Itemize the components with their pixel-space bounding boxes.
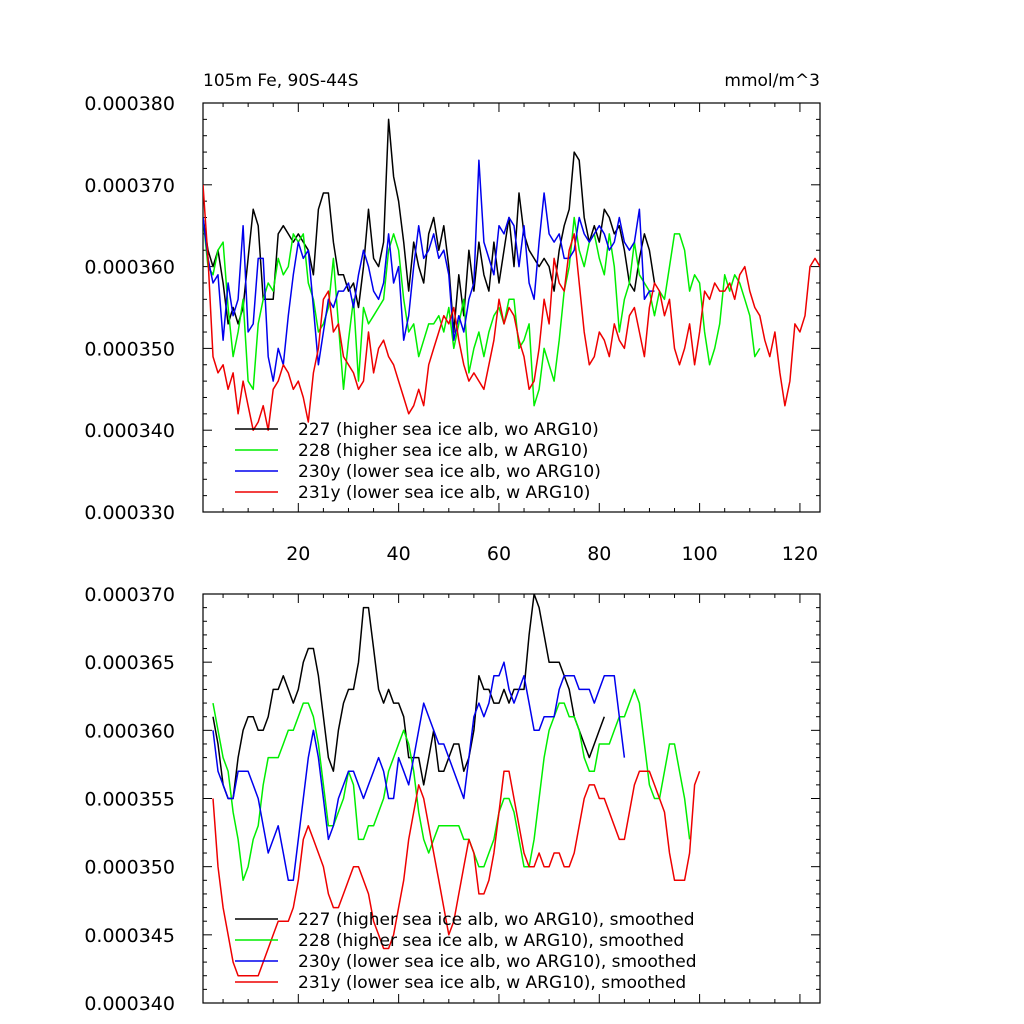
y-tick-label: 0.000360 [84,720,175,742]
y-tick-label: 0.000370 [84,175,175,197]
x-tick-label: 120 [782,543,818,565]
legend-label-231y: 231y (lower sea ice alb, w ARG10), smoot… [298,973,686,993]
x-tick-label: 40 [387,543,411,565]
panel-title-left: 105m Fe, 90S-44S [203,71,359,91]
legend-label-230y: 230y (lower sea ice alb, wo ARG10) [298,462,601,482]
x-tick-label: 20 [286,543,310,565]
x-tick-label: 80 [587,543,611,565]
series-line-228 [212,688,691,882]
y-tick-label: 0.000355 [84,789,175,811]
panel-title-units: mmol/m^3 [724,71,820,91]
series-line-231y [212,770,701,977]
y-tick-label: 0.000365 [84,652,175,674]
y-tick-label: 0.000370 [84,584,175,606]
series-group [212,594,701,977]
legend-label-228: 228 (higher sea ice alb, w ARG10), smoot… [298,931,684,951]
series-line-231y [203,184,820,431]
legend-label-228: 228 (higher sea ice alb, w ARG10) [298,441,588,461]
y-tick-label: 0.000360 [84,257,175,279]
y-tick-label: 0.000340 [84,993,175,1015]
y-tick-label: 0.000380 [84,93,175,115]
y-tick-label: 0.000340 [84,420,175,442]
series-line-230y [203,159,655,382]
y-tick-label: 0.000350 [84,338,175,360]
series-line-230y [212,661,626,882]
y-tick-label: 0.000345 [84,925,175,947]
series-line-228 [203,216,761,407]
y-tick-label: 0.000350 [84,857,175,879]
bottom-panel: 0.000340 0.000345 0.000350 0.000355 0.000360… [84,584,821,1015]
y-tick-label: 0.000330 [84,502,175,524]
plot-frame [202,102,821,513]
series-line-227 [203,118,656,333]
legend-label-227: 227 (higher sea ice alb, wo ARG10), smoo… [298,910,695,930]
legend-label-231y: 231y (lower sea ice alb, w ARG10) [298,483,590,503]
legend-label-230y: 230y (lower sea ice alb, wo ARG10), smoo… [298,952,697,972]
series-line-227 [212,594,606,800]
x-tick-label: 60 [487,543,511,565]
top-panel: 0.000330 0.000340 0.000350 0.000360 0.000370… [84,93,821,565]
x-tick-label: 100 [681,543,717,565]
legend-label-227: 227 (higher sea ice alb, wo ARG10) [298,420,599,440]
series-group [203,118,820,431]
